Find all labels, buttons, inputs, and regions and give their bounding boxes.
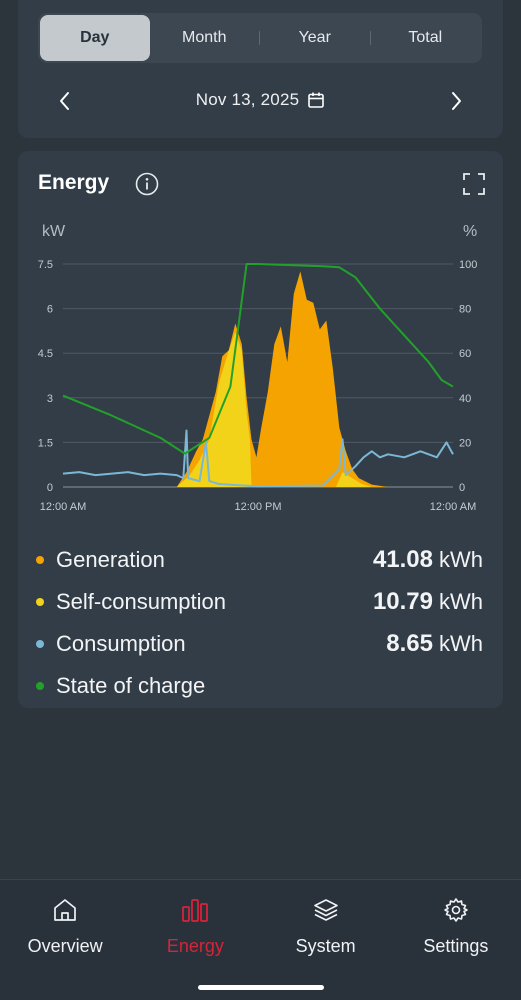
left-tick-label: 1.5 (38, 437, 53, 449)
x-tick-label: 12:00 PM (234, 501, 281, 513)
legend-item-self-consumption[interactable]: Self-consumption 10.79 kWh (36, 581, 483, 623)
value-number: 8.65 (386, 630, 433, 657)
left-tick-label: 6 (47, 304, 53, 316)
tab-month[interactable]: Month (182, 29, 227, 46)
value-number: 10.79 (372, 588, 433, 615)
consumption-value: 8.65 kWh (386, 630, 483, 658)
home-indicator (198, 985, 324, 990)
nav-item-system[interactable]: System (261, 880, 391, 1000)
period-segmented-control: Day Month Year Total (38, 13, 482, 63)
tab-day[interactable]: Day (40, 15, 150, 61)
legend-label: Consumption (56, 631, 186, 656)
generation-dot (36, 556, 44, 564)
layers-icon (313, 896, 339, 924)
tab-year[interactable]: Year (298, 29, 331, 46)
right-axis-unit: % (463, 223, 478, 240)
nav-label: Overview (27, 936, 103, 956)
left-tick-label: 0 (47, 482, 53, 494)
nav-item-overview[interactable]: Overview (0, 880, 130, 1000)
right-tick-label: 100 (459, 259, 477, 271)
chevron-left-icon[interactable] (50, 86, 80, 116)
legend-item-consumption[interactable]: Consumption 8.65 kWh (36, 623, 483, 665)
legend-label: Generation (56, 547, 165, 572)
consumption-line (62, 429, 454, 488)
period-card: Day Month Year Total Nov 13, 2025 (18, 0, 503, 138)
legend-item-generation[interactable]: Generation 41.08 kWh (36, 539, 483, 581)
legend: Generation 41.08 kWh Self-consumption 10.… (36, 539, 483, 707)
segment-divider (259, 31, 260, 45)
right-tick-label: 40 (459, 393, 471, 405)
chevron-right-icon[interactable] (441, 86, 471, 116)
right-tick-label: 60 (459, 348, 471, 360)
value-unit: kWh (439, 547, 483, 572)
x-tick-label: 12:00 AM (40, 501, 86, 513)
legend-label: State of charge (56, 673, 206, 698)
value-number: 41.08 (372, 546, 433, 573)
left-tick-label: 7.5 (38, 259, 53, 271)
legend-label: Self-consumption (56, 589, 226, 614)
nav-label: System (295, 936, 356, 956)
nav-label: Energy (166, 936, 224, 956)
gear-icon (443, 896, 469, 924)
selected-date[interactable]: Nov 13, 2025 (195, 90, 300, 109)
right-tick-label: 80 (459, 304, 471, 316)
left-tick-label: 4.5 (38, 348, 53, 360)
value-unit: kWh (439, 631, 483, 656)
left-tick-label: 3 (47, 393, 53, 405)
legend-item-state-of-charge[interactable]: State of charge (36, 665, 483, 707)
state-of-charge-dot (36, 682, 44, 690)
nav-item-settings[interactable]: Settings (391, 880, 521, 1000)
nav-item-energy[interactable]: Energy (130, 880, 260, 1000)
consumption-dot (36, 640, 44, 648)
energy-title: Energy (38, 171, 110, 194)
x-tick-label: 12:00 AM (430, 501, 476, 513)
self-consumption-dot (36, 598, 44, 606)
calendar-icon[interactable] (307, 91, 325, 109)
segment-divider (369, 31, 371, 45)
energy-card: Energy kW % 0 0 1.5 20 3 40 4.5 60 6 80 7.5 100 12:0… (18, 151, 503, 708)
info-icon[interactable] (135, 172, 159, 201)
energy-chart[interactable]: 0 0 1.5 20 3 40 4.5 60 6 80 7.5 100 12:00 AM 12:00 PM… (18, 251, 503, 521)
tab-total[interactable]: Total (408, 29, 443, 46)
bottom-navigation: Overview Energy System Settings (0, 879, 521, 1000)
right-tick-label: 0 (459, 482, 465, 494)
date-navigator: Nov 13, 2025 (18, 82, 503, 118)
nav-label: Settings (423, 936, 489, 956)
value-unit: kWh (439, 589, 483, 614)
state-of-charge-line (62, 263, 454, 455)
right-tick-label: 20 (459, 437, 471, 449)
generation-value: 41.08 kWh (373, 546, 483, 574)
bar-chart-icon (181, 896, 209, 924)
left-axis-unit: kW (42, 223, 66, 240)
self-consumption-value: 10.79 kWh (373, 588, 483, 616)
home-icon (52, 896, 78, 924)
expand-icon[interactable] (462, 172, 486, 201)
